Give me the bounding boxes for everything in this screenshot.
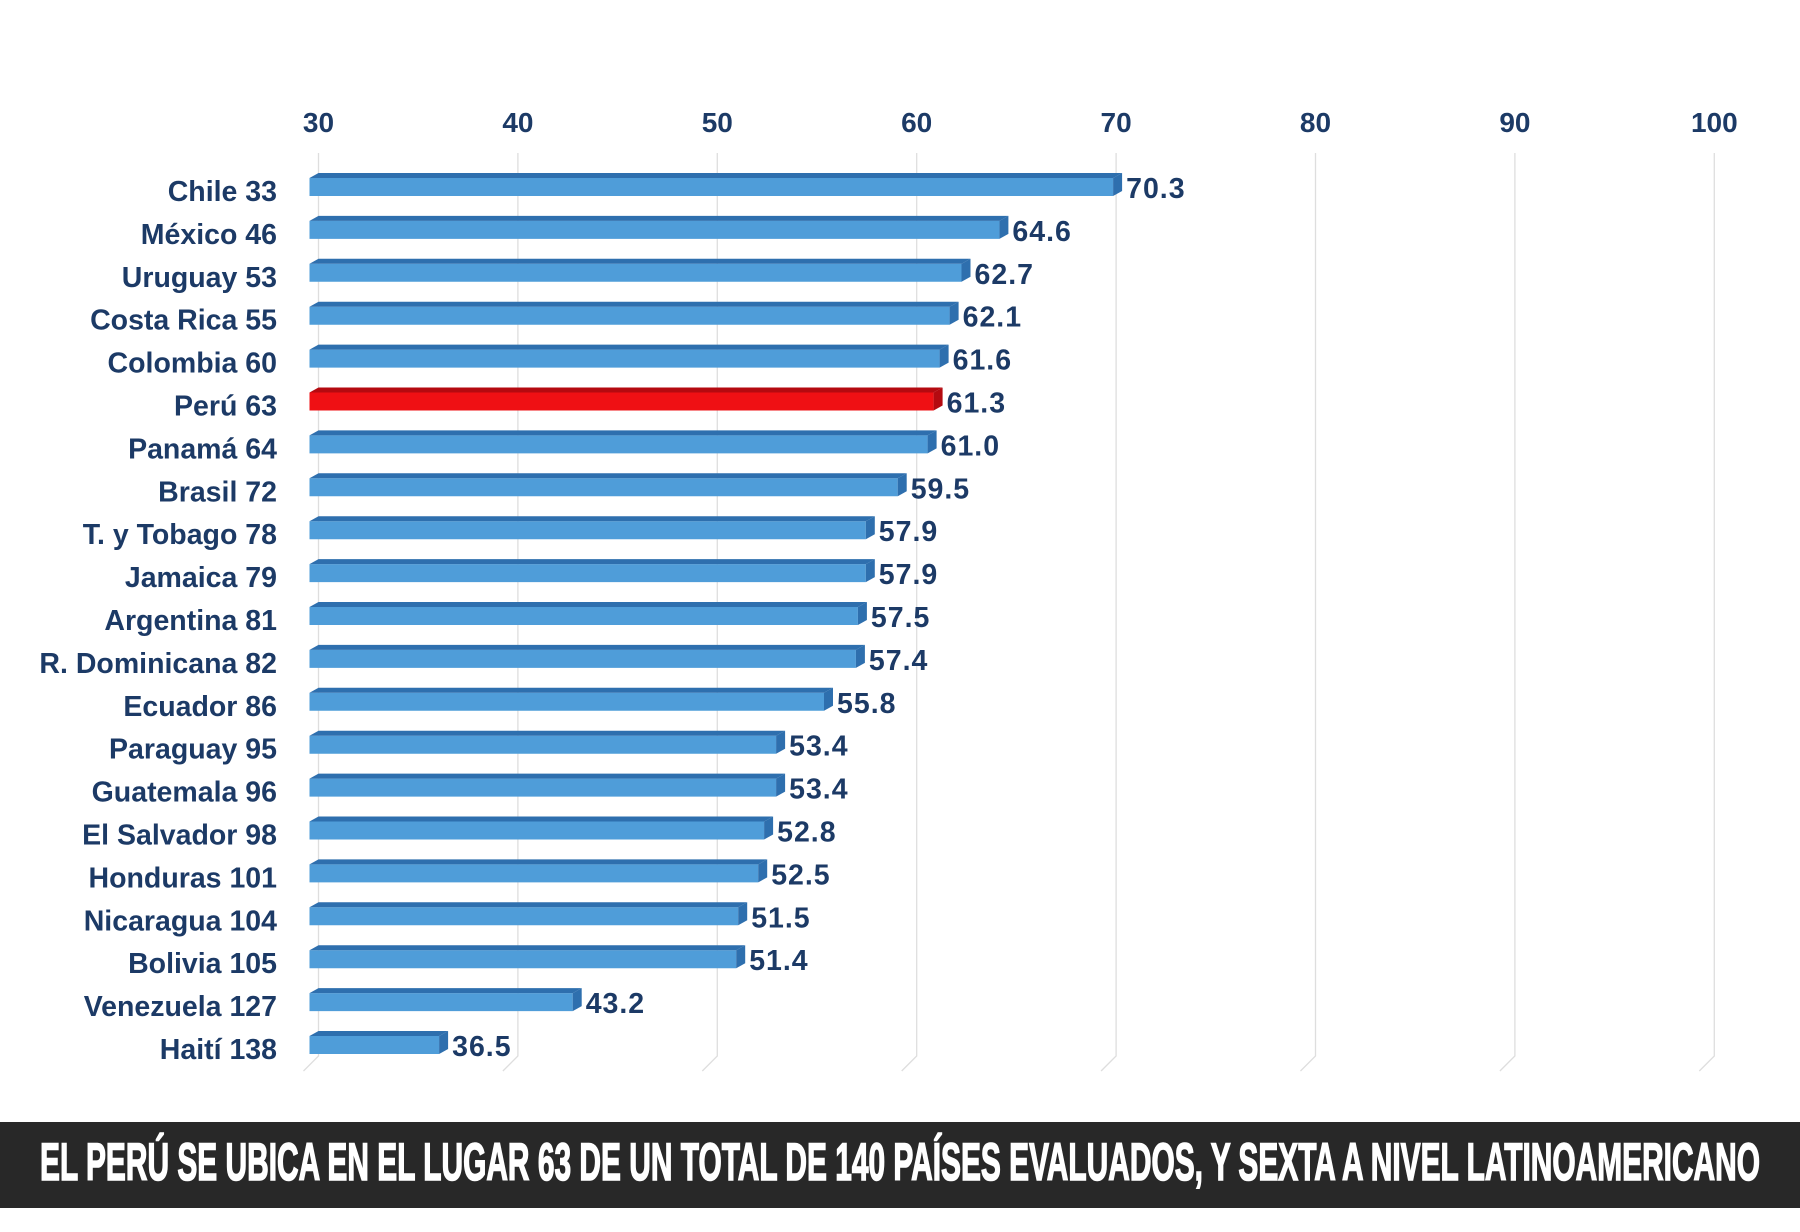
svg-text:Nicaragua 104: Nicaragua 104	[84, 905, 277, 937]
svg-text:Costa Rica 55: Costa Rica 55	[90, 305, 277, 337]
svg-text:100: 100	[1691, 107, 1738, 138]
svg-text:Brasil 72: Brasil 72	[158, 476, 277, 508]
svg-text:70.3: 70.3	[1126, 173, 1185, 205]
svg-text:50: 50	[702, 107, 733, 138]
svg-text:Panamá 64: Panamá 64	[128, 433, 277, 465]
svg-text:60: 60	[901, 107, 932, 138]
svg-text:53.4: 53.4	[789, 731, 848, 763]
svg-text:Jamaica 79: Jamaica 79	[125, 562, 277, 594]
svg-text:Paraguay 95: Paraguay 95	[109, 734, 277, 766]
svg-text:Guatemala 96: Guatemala 96	[92, 777, 277, 809]
svg-text:51.5: 51.5	[751, 902, 810, 934]
svg-text:57.4: 57.4	[869, 645, 928, 677]
svg-text:Venezuela 127: Venezuela 127	[84, 991, 277, 1023]
svg-text:57.9: 57.9	[879, 559, 938, 591]
svg-text:70: 70	[1101, 107, 1132, 138]
svg-text:El Salvador 98: El Salvador 98	[82, 820, 277, 852]
svg-text:61.0: 61.0	[941, 430, 1000, 462]
svg-text:R. Dominicana 82: R. Dominicana 82	[39, 648, 277, 680]
svg-text:52.5: 52.5	[771, 859, 830, 891]
svg-text:61.3: 61.3	[947, 388, 1006, 420]
svg-text:62.1: 62.1	[963, 302, 1022, 334]
svg-text:62.7: 62.7	[975, 259, 1034, 291]
svg-text:57.5: 57.5	[871, 602, 930, 634]
svg-text:51.4: 51.4	[749, 945, 808, 977]
svg-text:México 46: México 46	[141, 219, 277, 251]
svg-text:80: 80	[1300, 107, 1331, 138]
svg-text:Argentina 81: Argentina 81	[104, 605, 277, 637]
svg-text:53.4: 53.4	[789, 774, 848, 806]
svg-text:Honduras 101: Honduras 101	[89, 862, 278, 894]
svg-text:40: 40	[502, 107, 533, 138]
svg-text:52.8: 52.8	[777, 817, 836, 849]
svg-text:36.5: 36.5	[452, 1031, 511, 1063]
svg-text:30: 30	[303, 107, 334, 138]
svg-text:64.6: 64.6	[1012, 216, 1071, 248]
svg-text:61.6: 61.6	[953, 345, 1012, 377]
svg-text:T. y Tobago 78: T. y Tobago 78	[83, 519, 277, 551]
svg-text:59.5: 59.5	[911, 473, 970, 505]
svg-text:Chile 33: Chile 33	[168, 176, 277, 208]
svg-text:Bolivia 105: Bolivia 105	[128, 948, 277, 980]
svg-text:Haití 138: Haití 138	[160, 1034, 277, 1066]
svg-text:Colombia 60: Colombia 60	[108, 348, 277, 380]
svg-text:Perú 63: Perú 63	[174, 391, 277, 423]
svg-text:55.8: 55.8	[837, 688, 896, 720]
svg-text:43.2: 43.2	[586, 988, 645, 1020]
svg-text:Ecuador 86: Ecuador 86	[123, 691, 277, 723]
svg-text:57.9: 57.9	[879, 516, 938, 548]
svg-text:Uruguay 53: Uruguay 53	[122, 262, 277, 294]
svg-text:EL PERÚ SE UBICA EN EL LUGAR 6: EL PERÚ SE UBICA EN EL LUGAR 63 DE UN TO…	[40, 1132, 1760, 1192]
svg-text:90: 90	[1499, 107, 1530, 138]
